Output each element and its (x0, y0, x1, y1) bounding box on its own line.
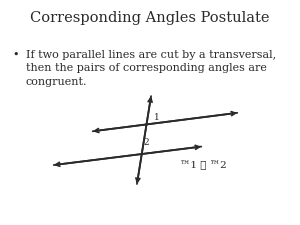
Text: 1: 1 (154, 112, 159, 122)
Text: •: • (12, 50, 19, 59)
Text: ™1 ≅ ™2: ™1 ≅ ™2 (180, 161, 227, 170)
Text: 2: 2 (143, 138, 149, 147)
Text: Corresponding Angles Postulate: Corresponding Angles Postulate (30, 11, 270, 25)
Text: If two parallel lines are cut by a transversal,
then the pairs of corresponding : If two parallel lines are cut by a trans… (26, 50, 276, 87)
